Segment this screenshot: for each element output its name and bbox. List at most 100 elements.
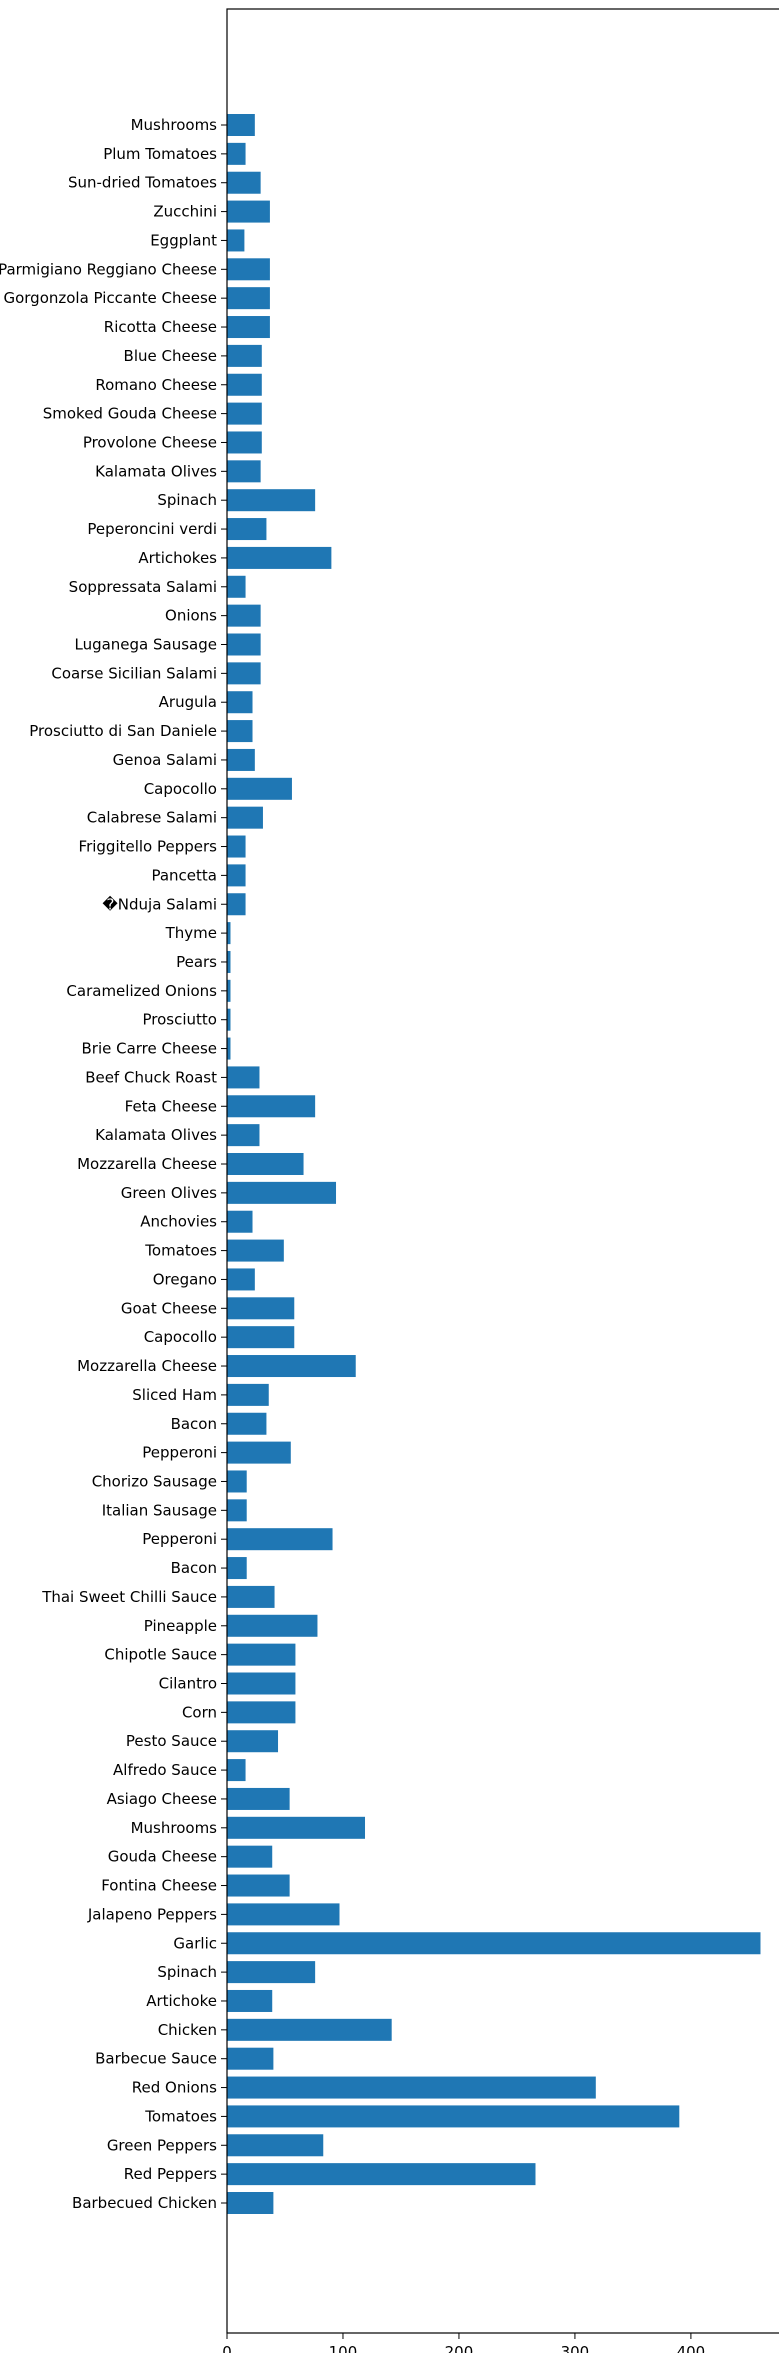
y-tick-label: Coarse Sicilian Salami bbox=[51, 664, 217, 682]
y-tick-label: Pepperoni bbox=[142, 1444, 217, 1462]
y-tick-label: Caramelized Onions bbox=[66, 982, 217, 1000]
y-tick-label: Thyme bbox=[165, 924, 217, 942]
y-tick-label: Capocollo bbox=[144, 1328, 217, 1346]
bar bbox=[227, 229, 244, 251]
y-tick-label: Corn bbox=[182, 1703, 217, 1721]
y-tick-label: Prosciutto bbox=[143, 1011, 217, 1029]
y-tick-label: Kalamata Olives bbox=[95, 462, 217, 480]
bar bbox=[227, 489, 315, 511]
y-tick-label: Mozzarella Cheese bbox=[77, 1155, 217, 1173]
bar bbox=[227, 287, 270, 309]
y-tick-label: Spinach bbox=[157, 491, 217, 509]
bar bbox=[227, 691, 253, 713]
y-tick-label: Pineapple bbox=[144, 1617, 217, 1635]
bar bbox=[227, 2077, 596, 2099]
y-tick-label: Asiago Cheese bbox=[107, 1790, 217, 1808]
bar bbox=[227, 2134, 323, 2156]
bar bbox=[227, 1990, 272, 2012]
y-tick-label: Artichoke bbox=[146, 1992, 217, 2010]
y-tick-label: Green Peppers bbox=[107, 2136, 217, 2154]
y-tick-label: Pepperoni bbox=[142, 1530, 217, 1548]
y-tick-label: Beef Chuck Roast bbox=[85, 1068, 217, 1086]
bar bbox=[227, 2192, 273, 2214]
bar bbox=[227, 1730, 278, 1752]
y-tick-label: Cilantro bbox=[159, 1675, 217, 1693]
y-tick-label: Soppressata Salami bbox=[69, 578, 217, 596]
bar bbox=[227, 1701, 295, 1723]
bar bbox=[227, 1355, 356, 1377]
y-tick-label: Chorizo Sausage bbox=[92, 1472, 217, 1490]
y-tick-label: Luganega Sausage bbox=[74, 636, 217, 654]
bar bbox=[227, 836, 246, 858]
y-tick-label: Alfredo Sauce bbox=[113, 1761, 217, 1779]
y-tick-label: Bacon bbox=[171, 1415, 217, 1433]
bar bbox=[227, 460, 261, 482]
bar bbox=[227, 1615, 317, 1637]
bar bbox=[227, 374, 262, 396]
bar bbox=[227, 1326, 294, 1348]
bar bbox=[227, 2019, 392, 2041]
x-tick-label: 400 bbox=[677, 2343, 706, 2353]
bar bbox=[227, 1499, 247, 1521]
bar bbox=[227, 1961, 315, 1983]
y-tick-label: Bacon bbox=[171, 1559, 217, 1577]
x-tick-label: 200 bbox=[445, 2343, 474, 2353]
bar bbox=[227, 1153, 304, 1175]
bar bbox=[227, 518, 266, 540]
y-tick-label: Pears bbox=[176, 953, 217, 971]
y-tick-label: Fontina Cheese bbox=[101, 1877, 217, 1895]
y-tick-label: Plum Tomatoes bbox=[103, 145, 217, 163]
y-tick-label: Tomatoes bbox=[144, 1242, 217, 1260]
y-tick-label: Oregano bbox=[153, 1270, 217, 1288]
bar bbox=[227, 258, 270, 280]
x-tick-label: 100 bbox=[329, 2343, 358, 2353]
y-tick-label: Green Olives bbox=[121, 1184, 217, 1202]
y-tick-label: Friggitello Peppers bbox=[79, 838, 218, 856]
y-tick-label: Thai Sweet Chilli Sauce bbox=[41, 1588, 217, 1606]
bar bbox=[227, 547, 331, 569]
bar bbox=[227, 1124, 259, 1146]
bar bbox=[227, 1586, 275, 1608]
bar bbox=[227, 2163, 535, 2185]
bar bbox=[227, 1644, 295, 1666]
y-tick-label: Ricotta Cheese bbox=[104, 318, 217, 336]
y-tick-label: Feta Cheese bbox=[125, 1097, 217, 1115]
bar bbox=[227, 1297, 294, 1319]
bar bbox=[227, 1095, 315, 1117]
y-tick-label: Mushrooms bbox=[131, 116, 218, 134]
bar bbox=[227, 864, 246, 886]
bar bbox=[227, 2105, 679, 2127]
bar bbox=[227, 1240, 284, 1262]
bar bbox=[227, 1211, 253, 1233]
bar bbox=[227, 431, 262, 453]
bar bbox=[227, 605, 261, 627]
y-tick-label: Sun-dried Tomatoes bbox=[68, 174, 217, 192]
y-tick-label: Mushrooms bbox=[131, 1819, 218, 1837]
y-tick-label: Gorgonzola Piccante Cheese bbox=[3, 289, 217, 307]
y-tick-label: Capocollo bbox=[144, 780, 217, 798]
bar bbox=[227, 1413, 266, 1435]
bar bbox=[227, 1759, 246, 1781]
y-tick-label: Red Peppers bbox=[124, 2165, 217, 2183]
y-tick-label: �Nduja Salami bbox=[102, 895, 217, 913]
bar bbox=[227, 1673, 295, 1695]
y-tick-label: Blue Cheese bbox=[124, 347, 217, 365]
y-tick-label: Calabrese Salami bbox=[87, 809, 217, 827]
bar bbox=[227, 1182, 336, 1204]
y-tick-label: Tomatoes bbox=[144, 2107, 217, 2125]
y-tick-label: Romano Cheese bbox=[95, 376, 217, 394]
y-tick-label: Provolone Cheese bbox=[83, 433, 217, 451]
bar bbox=[227, 1528, 333, 1550]
bar bbox=[227, 1788, 290, 1810]
y-tick-label: Italian Sausage bbox=[102, 1501, 217, 1519]
y-tick-label: Gouda Cheese bbox=[108, 1848, 217, 1866]
y-tick-label: Zucchini bbox=[153, 203, 217, 221]
y-tick-label: Chicken bbox=[158, 2021, 217, 2039]
bar bbox=[227, 1846, 272, 1868]
x-tick-label: 0 bbox=[222, 2343, 232, 2353]
bar bbox=[227, 172, 261, 194]
bar bbox=[227, 1442, 291, 1464]
y-tick-label: Spinach bbox=[157, 1963, 217, 1981]
y-tick-labels: Mushrooms Plum Tomatoes Sun-dried Tomatoes… bbox=[0, 116, 227, 2212]
y-tick-label: Genoa Salami bbox=[113, 751, 217, 769]
